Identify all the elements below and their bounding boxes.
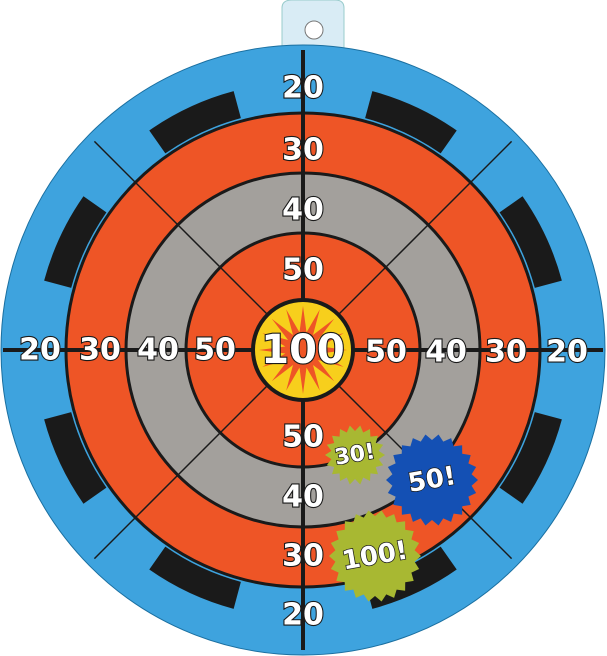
ring-label-bottom: 20 xyxy=(282,598,324,633)
ring-label-top: 20 xyxy=(282,71,324,106)
badge-burst xyxy=(386,434,478,526)
black-arc-segment xyxy=(149,546,241,609)
ring-label-left: 50 xyxy=(194,333,236,368)
ring-label-left: 20 xyxy=(19,333,61,368)
ring-label-right: 20 xyxy=(546,335,588,370)
black-arc-segment xyxy=(44,196,107,288)
ring-label-top: 40 xyxy=(282,193,324,228)
bullseye-starburst-icon xyxy=(259,306,347,394)
black-arc-segment xyxy=(499,412,562,504)
ring-label-bottom: 50 xyxy=(282,420,324,455)
ring-label-bottom: 40 xyxy=(282,480,324,515)
black-arc-segment xyxy=(149,91,241,154)
ring-label-top: 50 xyxy=(282,253,324,288)
ring-label-right: 40 xyxy=(425,335,467,370)
tab-hole xyxy=(304,20,324,40)
ring-label-left: 30 xyxy=(79,333,121,368)
ring-label-right: 50 xyxy=(365,335,407,370)
badge-burst xyxy=(325,425,385,485)
bullseye-label: 100 xyxy=(261,327,345,373)
black-arc-segment xyxy=(499,196,562,288)
black-arc-segment xyxy=(365,91,457,154)
starburst xyxy=(259,306,347,394)
ring-label-bottom: 30 xyxy=(282,539,324,574)
black-arc-segment xyxy=(44,412,107,504)
ring-label-right: 30 xyxy=(485,335,527,370)
ring-label-left: 40 xyxy=(137,333,179,368)
ring-label-top: 30 xyxy=(282,133,324,168)
badge-burst xyxy=(329,510,421,602)
